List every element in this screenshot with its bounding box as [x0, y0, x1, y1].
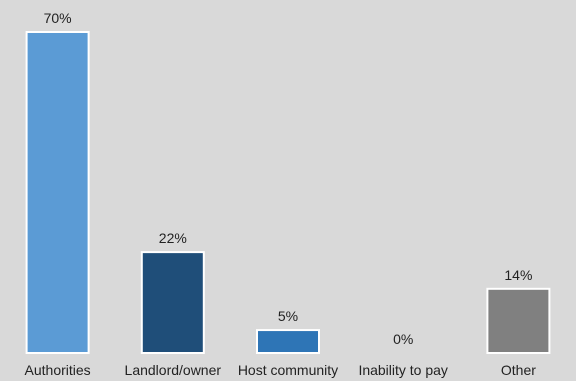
- value-label: 14%: [504, 267, 532, 283]
- bar-host-community: [256, 329, 320, 355]
- value-label: 70%: [44, 10, 72, 26]
- value-label: 5%: [278, 308, 298, 324]
- bar-authorities: [25, 31, 90, 354]
- bar-group: [25, 31, 551, 355]
- bar-other: [486, 287, 551, 354]
- category-label: Inability to pay: [358, 362, 448, 378]
- value-label: 0%: [393, 331, 413, 347]
- value-label: 22%: [159, 230, 187, 246]
- bar-landlord-owner: [140, 251, 205, 354]
- category-label: Host community: [238, 362, 338, 378]
- value-label-group: 70% 22% 5% 0% 14%: [44, 10, 533, 347]
- category-label: Other: [501, 362, 536, 378]
- category-label: Landlord/owner: [125, 362, 222, 378]
- category-label-group: Authorities Landlord/owner Host community I…: [25, 362, 537, 378]
- category-label: Authorities: [25, 362, 91, 378]
